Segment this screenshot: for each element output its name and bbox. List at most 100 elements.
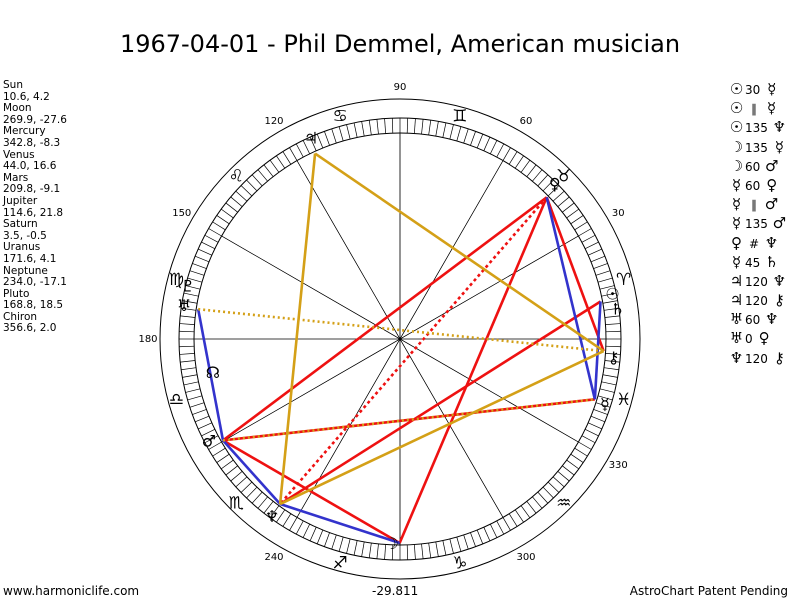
degree-tick <box>574 447 588 457</box>
aspect-angle: 120 <box>745 274 768 289</box>
aspect-line <box>279 196 548 505</box>
degree-tick <box>584 241 599 250</box>
degree-label: 90 <box>394 82 407 93</box>
degree-tick <box>212 221 226 231</box>
degree-tick <box>180 360 196 363</box>
zodiac-sign-icon: ♉ <box>556 166 571 186</box>
sun-glyph-icon: ☉ <box>605 284 619 303</box>
degree-tick <box>483 136 491 151</box>
degree-tick <box>588 248 603 256</box>
degree-tick <box>251 491 263 504</box>
planet-name-jupiter: Jupiter <box>3 194 38 207</box>
degree-tick <box>601 292 617 297</box>
aspect-planet-a-glyph: ☿ <box>731 175 742 194</box>
degree-tick <box>566 459 579 470</box>
degree-tick <box>235 190 248 202</box>
aspect-row: ☿ 60 ♀ <box>728 176 798 195</box>
degree-tick <box>470 532 476 547</box>
aspect-line <box>222 196 548 442</box>
aspect-row: ☉ 30 ☿ <box>728 80 798 99</box>
degree-tick <box>276 509 286 523</box>
degree-label: 60 <box>520 116 533 127</box>
aspect-planet-b-glyph: ♆ <box>772 118 787 137</box>
degree-tick <box>557 471 570 482</box>
planet-name-mercury: Mercury <box>3 125 46 138</box>
degree-tick <box>197 422 212 430</box>
aspect-line <box>278 153 317 505</box>
aspect-line <box>222 398 596 442</box>
degree-tick <box>282 151 292 165</box>
aspect-planet-a-glyph: ☉ <box>729 99 744 118</box>
degree-tick <box>557 196 570 207</box>
jupiter-glyph-icon: ♃ <box>304 129 318 148</box>
aspect-planet-b-glyph: ☿ <box>774 137 785 156</box>
degree-tick <box>295 520 304 535</box>
zodiac-sign-icon: ♏ <box>229 494 244 514</box>
mars-glyph-icon: ♂ <box>202 431 216 450</box>
degree-tick <box>578 228 592 237</box>
aspect-planet-a-glyph: ♆ <box>729 348 744 367</box>
planet-coords-pluto: 168.8, 18.5 <box>3 299 64 312</box>
uranus-glyph-icon: ♅ <box>177 296 191 315</box>
degree-tick <box>181 307 197 311</box>
degree-tick <box>574 221 588 231</box>
aspect-line <box>279 502 401 545</box>
degree-tick <box>225 465 238 476</box>
degree-tick <box>570 453 584 463</box>
degree-tick <box>605 323 621 325</box>
degree-tick <box>584 428 599 437</box>
degree-tick <box>263 164 274 177</box>
degree-tick <box>221 208 234 219</box>
degree-tick <box>201 428 216 437</box>
zodiac-sign-icon: ♑ <box>452 554 467 574</box>
aspect-planet-b-glyph: ⚷ <box>773 291 785 310</box>
zodiac-sign-icon: ♌ <box>229 166 244 186</box>
degree-tick <box>361 121 365 137</box>
aspect-line <box>279 300 602 506</box>
degree-tick <box>204 234 219 243</box>
aspect-line <box>222 439 282 505</box>
footer-website[interactable]: www.harmoniclife.com <box>3 584 140 598</box>
degree-tick <box>257 169 268 182</box>
degree-tick <box>353 122 358 138</box>
degree-tick <box>406 544 409 560</box>
aspect-row: ♃ 120 ♆ <box>728 272 798 291</box>
degree-label: 180 <box>138 334 157 345</box>
degree-tick <box>590 255 606 263</box>
planet-coords-mars: 209.8, -9.1 <box>3 183 61 196</box>
aspect-planet-b-glyph: ♆ <box>765 310 779 329</box>
degree-tick <box>476 133 484 149</box>
planet-name-uranus: Uranus <box>3 241 41 254</box>
degree-tick <box>449 124 454 140</box>
aspect-row: ♅ 60 ♆ <box>728 310 798 329</box>
degree-tick <box>182 374 198 378</box>
aspect-planet-b-glyph: ♂ <box>772 214 787 233</box>
degree-label: 120 <box>264 116 283 127</box>
degree-tick <box>590 415 606 423</box>
degree-tick <box>179 323 195 325</box>
saturn-glyph-icon: ♄ <box>610 300 624 319</box>
degree-tick <box>502 517 511 531</box>
degree-tick <box>547 185 560 197</box>
degree-tick <box>295 143 304 158</box>
aspect-row: ♆ 120 ⚷ <box>728 349 798 368</box>
aspect-row: ♃ 120 ⚷ <box>728 291 798 310</box>
zodiac-sign-icon: ♈ <box>616 270 631 290</box>
degree-tick <box>189 270 205 276</box>
aspect-planet-a-glyph: ☿ <box>731 252 742 271</box>
degree-tick <box>588 422 603 430</box>
aspect-planet-a-glyph: ♃ <box>729 271 744 290</box>
degree-tick <box>463 128 469 144</box>
degree-tick <box>179 345 195 348</box>
aspect-angle: 120 <box>745 294 768 309</box>
planet-coords-neptune: 234.0, -17.1 <box>3 276 67 289</box>
zodiac-sign-icon: ♒ <box>556 494 571 514</box>
degree-tick <box>489 140 498 155</box>
zodiac-sign-icon: ♓ <box>616 390 631 410</box>
aspect-line <box>545 196 597 400</box>
degree-tick <box>185 285 201 290</box>
aspect-line <box>314 152 605 353</box>
degree-tick <box>183 381 199 386</box>
degree-tick <box>180 315 196 318</box>
